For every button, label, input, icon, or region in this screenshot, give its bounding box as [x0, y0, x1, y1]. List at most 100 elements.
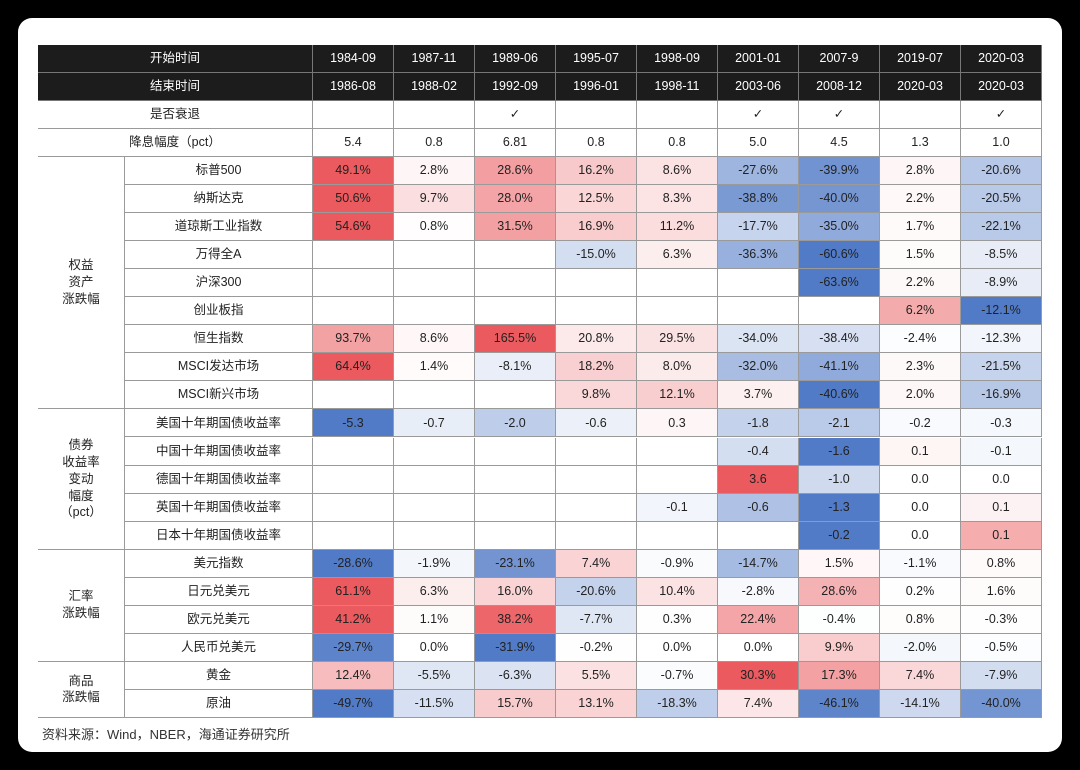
row-label: 创业板指: [125, 297, 313, 326]
data-cell: 61.1%: [313, 577, 394, 606]
data-cell: 7.4%: [556, 549, 637, 578]
row-label: 纳斯达克: [125, 185, 313, 214]
data-cell: 9.7%: [394, 185, 475, 214]
data-cell: [475, 381, 556, 410]
data-cell: -38.4%: [799, 325, 880, 354]
data-cell: -2.1: [799, 409, 880, 438]
data-cell: 8.3%: [637, 185, 718, 214]
data-cell: 28.6%: [475, 157, 556, 186]
data-cell: -2.0%: [880, 633, 961, 662]
header-cell: 0.8: [394, 129, 475, 157]
data-cell: -8.9%: [961, 269, 1042, 298]
header-label: 开始时间: [38, 45, 313, 73]
row-label: MSCI新兴市场: [125, 381, 313, 410]
group-label-line: （pct）: [60, 505, 102, 520]
data-cell: -5.5%: [394, 661, 475, 690]
data-cell: -49.7%: [313, 689, 394, 718]
data-cell: 6.3%: [394, 577, 475, 606]
data-cell: 93.7%: [313, 325, 394, 354]
data-cell: 22.4%: [718, 605, 799, 634]
row-label: 原油: [125, 689, 313, 718]
data-cell: 18.2%: [556, 353, 637, 382]
header-cell: 1986-08: [313, 73, 394, 101]
data-cell: -38.8%: [718, 185, 799, 214]
data-cell: 0.3%: [637, 605, 718, 634]
row-label: 美国十年期国债收益率: [125, 409, 313, 438]
data-cell: -46.1%: [799, 689, 880, 718]
group-label-line: 汇率: [68, 589, 94, 604]
data-cell: 8.6%: [394, 325, 475, 354]
data-cell: -1.1%: [880, 549, 961, 578]
data-cell: 13.1%: [556, 689, 637, 718]
data-cell: 0.3: [637, 409, 718, 438]
data-cell: 28.0%: [475, 185, 556, 214]
data-cell: -0.3%: [961, 605, 1042, 634]
header-cell: 1989-06: [475, 45, 556, 73]
header-cell: 2020-03: [880, 73, 961, 101]
data-cell: [394, 241, 475, 270]
data-cell: 16.9%: [556, 213, 637, 242]
data-cell: -14.7%: [718, 549, 799, 578]
data-cell: [394, 269, 475, 298]
data-cell: 0.2%: [880, 577, 961, 606]
data-cell: [475, 269, 556, 298]
data-cell: -16.9%: [961, 381, 1042, 410]
data-cell: 12.4%: [313, 661, 394, 690]
data-cell: [394, 297, 475, 326]
data-cell: 41.2%: [313, 605, 394, 634]
header-cell: [313, 101, 394, 129]
data-cell: 9.8%: [556, 381, 637, 410]
data-cell: [394, 437, 475, 466]
row-label: 德国十年期国债收益率: [125, 465, 313, 494]
header-cell: 1.3: [880, 129, 961, 157]
data-cell: 0.8%: [961, 549, 1042, 578]
header-cell: [880, 101, 961, 129]
data-cell: 0.1: [961, 493, 1042, 522]
row-label: 欧元兑美元: [125, 605, 313, 634]
data-cell: -18.3%: [637, 689, 718, 718]
data-cell: 54.6%: [313, 213, 394, 242]
group-label-line: 涨跌幅: [62, 690, 100, 705]
data-cell: 20.8%: [556, 325, 637, 354]
data-cell: 2.8%: [394, 157, 475, 186]
data-cell: -14.1%: [880, 689, 961, 718]
data-cell: -0.2: [799, 521, 880, 550]
data-cell: -0.3: [961, 409, 1042, 438]
data-cell: 0.8%: [880, 605, 961, 634]
data-cell: [313, 493, 394, 522]
data-cell: -34.0%: [718, 325, 799, 354]
data-cell: 2.8%: [880, 157, 961, 186]
header-cell: 4.5: [799, 129, 880, 157]
data-cell: 2.2%: [880, 185, 961, 214]
data-cell: -27.6%: [718, 157, 799, 186]
row-label: 标普500: [125, 157, 313, 186]
data-cell: 31.5%: [475, 213, 556, 242]
data-cell: 0.0: [961, 465, 1042, 494]
row-label: 中国十年期国债收益率: [125, 437, 313, 466]
header-cell: [394, 101, 475, 129]
data-cell: 7.4%: [718, 689, 799, 718]
data-cell: [313, 465, 394, 494]
data-cell: -0.4: [718, 437, 799, 466]
data-cell: -29.7%: [313, 633, 394, 662]
header-cell: 2019-07: [880, 45, 961, 73]
data-cell: 165.5%: [475, 325, 556, 354]
data-cell: 15.7%: [475, 689, 556, 718]
data-cell: -11.5%: [394, 689, 475, 718]
data-cell: [394, 465, 475, 494]
row-label: 黄金: [125, 661, 313, 690]
data-cell: 0.0: [880, 521, 961, 550]
data-cell: -6.3%: [475, 661, 556, 690]
data-cell: 2.2%: [880, 269, 961, 298]
data-cell: 8.0%: [637, 353, 718, 382]
data-cell: [556, 437, 637, 466]
data-cell: -2.8%: [718, 577, 799, 606]
data-cell: -0.6: [718, 493, 799, 522]
data-cell: -8.5%: [961, 241, 1042, 270]
header-cell: 1987-11: [394, 45, 475, 73]
data-cell: -20.6%: [961, 157, 1042, 186]
data-cell: [637, 465, 718, 494]
data-cell: 9.9%: [799, 633, 880, 662]
header-cell: ✓: [475, 101, 556, 129]
data-cell: -20.6%: [556, 577, 637, 606]
